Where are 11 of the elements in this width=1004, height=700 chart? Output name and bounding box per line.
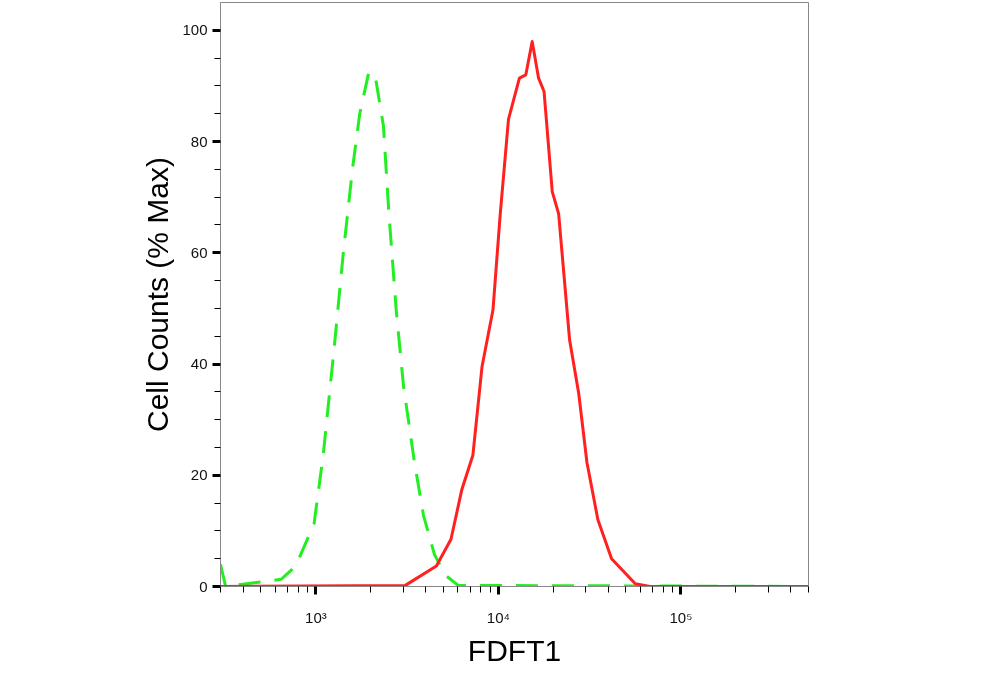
y-tick-label: 100 <box>182 21 208 39</box>
y-tick-label: 20 <box>190 466 208 484</box>
x-axis-title: FDFT1 <box>467 633 562 667</box>
y-axis-title: Cell Counts (% Max) <box>141 156 175 433</box>
y-tick-label: 60 <box>190 243 208 261</box>
x-tick-label: 10⁴ <box>486 608 511 626</box>
y-tick-label: 40 <box>190 355 208 373</box>
x-tick-label: 10³ <box>305 608 327 626</box>
y-tick-label: 80 <box>190 132 208 150</box>
y-tick-label: 0 <box>199 577 208 595</box>
x-tick-label: 10⁵ <box>669 608 693 626</box>
